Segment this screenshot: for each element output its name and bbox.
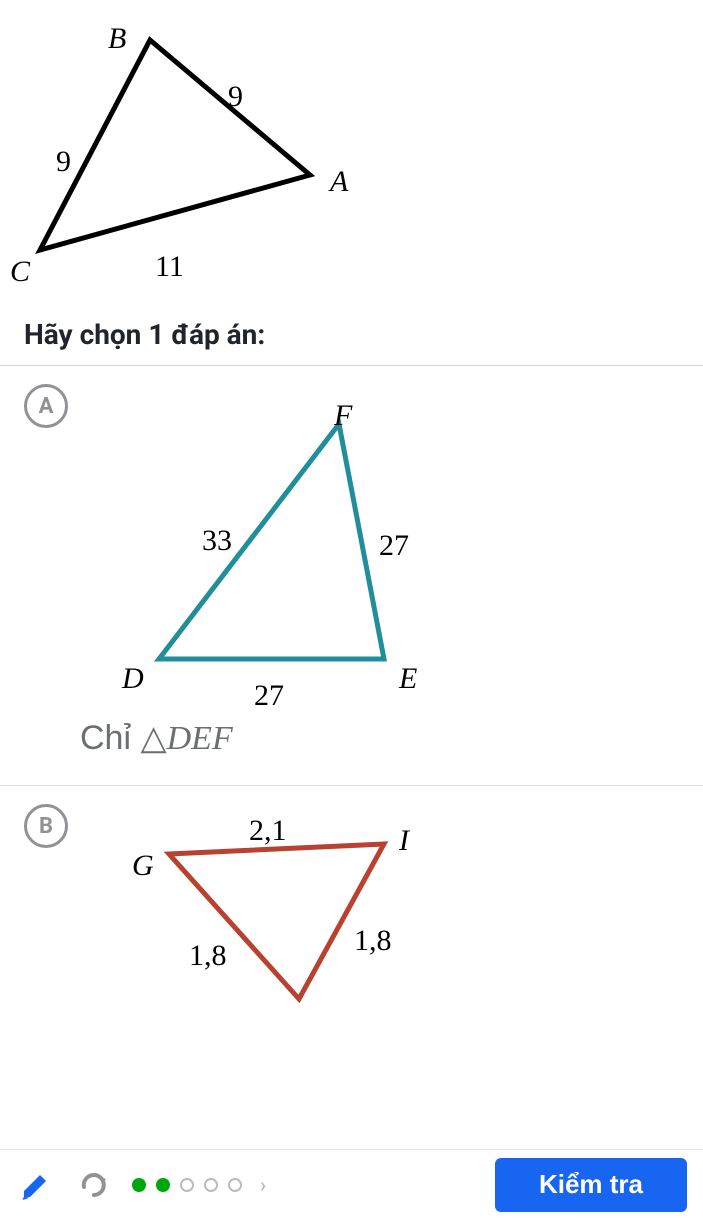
triangle-abc-svg: [0, 0, 703, 300]
side-label-df: 33: [202, 524, 232, 558]
side-label-hg: 1,8: [189, 939, 227, 973]
triangle-ghi-diagram: G I 2,1 1,8 1,8: [24, 804, 679, 1014]
option-a-caption: Chỉ △DEF: [24, 714, 679, 758]
progress-dot: [180, 1178, 194, 1192]
vertex-label-i: I: [399, 824, 409, 858]
vertex-label-b: B: [108, 22, 126, 56]
vertex-label-f: F: [334, 399, 352, 433]
option-b[interactable]: B G I 2,1 1,8 1,8: [0, 785, 703, 1045]
chevron-right-icon[interactable]: ›: [260, 1173, 266, 1197]
progress-dot: [132, 1178, 146, 1192]
vertex-label-e: E: [399, 662, 417, 696]
vertex-label-c: C: [10, 255, 30, 289]
check-button[interactable]: Kiểm tra: [495, 1158, 687, 1212]
triangle-abc-diagram: A B C 9 9 11: [0, 0, 703, 300]
pencil-icon[interactable]: [16, 1165, 56, 1205]
side-label-fe: 27: [379, 529, 409, 563]
caption-triangle-name: DEF: [167, 720, 233, 757]
progress-dot: [228, 1178, 242, 1192]
vertex-label-d: D: [122, 662, 144, 696]
option-a[interactable]: A D E F 33 27 27 Chỉ △DEF: [0, 365, 703, 785]
side-label-gi: 2,1: [249, 814, 287, 848]
vertex-label-a: A: [330, 165, 348, 199]
footer-bar: › Kiểm tra: [0, 1149, 703, 1219]
side-label-ih: 1,8: [354, 924, 392, 958]
caption-triangle-symbol: △: [140, 720, 166, 757]
triangle-def-diagram: D E F 33 27 27: [24, 384, 679, 714]
side-label-de: 27: [254, 679, 284, 713]
caption-prefix: Chỉ: [80, 719, 140, 757]
side-label-ab: 9: [228, 80, 243, 114]
vertex-label-g: G: [132, 849, 154, 883]
progress-dot: [156, 1178, 170, 1192]
question-prompt: Hãy chọn 1 đáp án:: [0, 300, 703, 365]
progress-dots: [132, 1178, 242, 1192]
side-label-ca: 11: [155, 250, 184, 284]
progress-dot: [204, 1178, 218, 1192]
redo-icon[interactable]: [74, 1165, 114, 1205]
side-label-bc: 9: [56, 145, 71, 179]
triangle-ghi-svg: [24, 804, 679, 1014]
